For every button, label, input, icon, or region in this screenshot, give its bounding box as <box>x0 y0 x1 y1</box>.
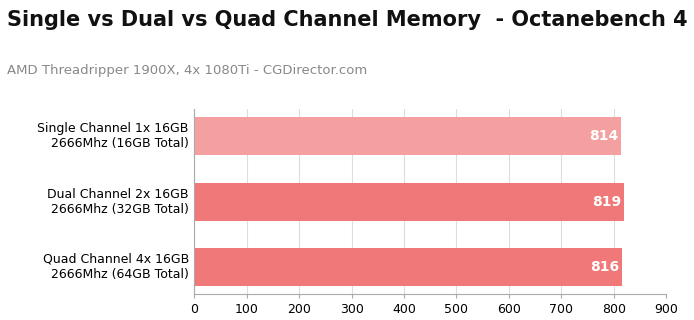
Text: 816: 816 <box>591 260 620 274</box>
Text: AMD Threadripper 1900X, 4x 1080Ti - CGDirector.com: AMD Threadripper 1900X, 4x 1080Ti - CGDi… <box>7 64 367 77</box>
Bar <box>194 248 623 286</box>
Text: Single vs Dual vs Quad Channel Memory  - Octanebench 4 Score: Single vs Dual vs Quad Channel Memory - … <box>7 10 694 30</box>
Bar <box>194 183 624 220</box>
Text: 819: 819 <box>592 195 621 209</box>
Bar <box>194 117 621 155</box>
Text: 814: 814 <box>589 129 618 143</box>
